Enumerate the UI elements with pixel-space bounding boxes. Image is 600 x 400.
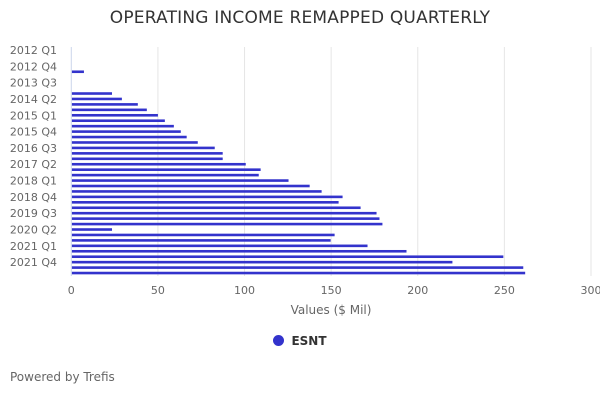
bar-2015-q1[interactable] [71, 113, 158, 117]
legend[interactable]: ESNT [0, 334, 600, 348]
bar-2019-q4[interactable] [71, 217, 380, 220]
y-tick-label: 2012 Q4 [10, 60, 57, 73]
legend-label: ESNT [291, 334, 327, 348]
bar-2020-q1[interactable] [71, 222, 383, 226]
y-tick-label: 2018 Q4 [10, 191, 57, 204]
bar-2021-q4[interactable] [71, 260, 453, 264]
bar-2013-q1[interactable] [71, 70, 84, 74]
bar-2020-q2[interactable] [71, 228, 113, 231]
bar-2022-q1[interactable] [71, 266, 524, 269]
y-tick-label: 2015 Q1 [10, 109, 57, 122]
x-tick-label: 200 [407, 284, 428, 297]
bar-2019-q3[interactable] [71, 211, 377, 215]
bar-2016-q1[interactable] [71, 135, 187, 139]
y-tick-label: 2020 Q2 [10, 224, 57, 237]
y-tick-label: 2015 Q4 [10, 126, 57, 139]
bar-2014-q1[interactable] [71, 92, 113, 95]
bar-2016-q4[interactable] [71, 152, 223, 155]
x-tick-label: 50 [151, 284, 165, 297]
bar-2018-q2[interactable] [71, 184, 310, 188]
bar-2020-q3[interactable] [71, 233, 335, 237]
bar-2022-q2[interactable] [71, 271, 526, 275]
bar-2019-q1[interactable] [71, 201, 339, 204]
bar-2015-q2[interactable] [71, 119, 165, 123]
bar-2018-q4[interactable] [71, 195, 343, 199]
x-tick-label: 300 [581, 284, 600, 297]
bar-2016-q3[interactable] [71, 146, 215, 150]
x-tick-label: 100 [234, 284, 255, 297]
bar-2018-q1[interactable] [71, 179, 289, 182]
y-tick-label: 2018 Q1 [10, 175, 57, 188]
circle-marker-icon [273, 335, 285, 346]
bar-2019-q2[interactable] [71, 206, 361, 210]
y-tick-labels: 2012 Q1 2012 Q4 2013 Q3 2014 Q2 2015 Q1 2015 … [10, 44, 57, 269]
bar-2021-q2[interactable] [71, 249, 407, 253]
bar-2017-q1[interactable] [71, 157, 223, 161]
bar-2021-q1[interactable] [71, 244, 368, 248]
x-tick-labels: 0 50 100 150 200 250 300 [68, 284, 600, 297]
y-tick-label: 2016 Q3 [10, 142, 57, 155]
bar-2014-q2[interactable] [71, 97, 122, 101]
bar-2017-q2[interactable] [71, 162, 246, 166]
bar-2014-q3[interactable] [71, 103, 138, 106]
x-axis-title: Values ($ Mil) [291, 303, 372, 317]
grid-lines [157, 47, 592, 276]
y-tick-label: 2021 Q1 [10, 240, 57, 253]
bar-2020-q4[interactable] [71, 239, 331, 242]
bar-2015-q4[interactable] [71, 130, 181, 133]
bar-series-esnt [71, 70, 526, 275]
bar-2015-q3[interactable] [71, 124, 174, 128]
y-tick-label: 2019 Q3 [10, 207, 57, 220]
footer-credit: Powered by Trefis [10, 370, 115, 384]
y-tick-label: 2013 Q3 [10, 77, 57, 90]
x-tick-label: 150 [321, 284, 342, 297]
y-tick-label: 2012 Q1 [10, 44, 57, 57]
y-tick-label: 2021 Q4 [10, 256, 57, 269]
bar-2017-q4[interactable] [71, 173, 259, 177]
x-tick-label: 250 [494, 284, 515, 297]
y-tick-label: 2014 Q2 [10, 93, 57, 106]
chart-title: OPERATING INCOME REMAPPED QUARTERLY [109, 8, 491, 28]
y-tick-label: 2017 Q2 [10, 158, 57, 171]
bar-2018-q3[interactable] [71, 190, 322, 193]
x-tick-label: 0 [68, 284, 75, 297]
bar-2016-q2[interactable] [71, 141, 198, 144]
bar-2017-q3[interactable] [71, 168, 261, 171]
bar-2021-q3[interactable] [71, 255, 504, 259]
bar-2014-q4[interactable] [71, 108, 147, 112]
